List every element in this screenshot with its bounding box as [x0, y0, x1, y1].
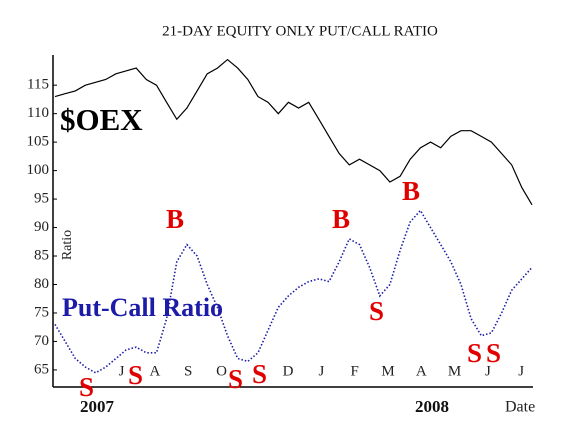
y-tick-label: 65 [34, 361, 49, 377]
x-tick-label: J [318, 363, 324, 379]
year-label: 2007 [80, 397, 115, 416]
sell-signal: S [486, 338, 501, 368]
x-tick-label: J [119, 363, 125, 379]
x-tick-label: M [381, 363, 394, 379]
year-label: 2008 [415, 397, 449, 416]
chart-title: 21-DAY EQUITY ONLY PUT/CALL RATIO [162, 23, 438, 39]
y-tick-label: 95 [34, 191, 49, 207]
x-axis-label: Date [505, 399, 535, 416]
annotations: S S B S S B S B S S [79, 176, 501, 402]
sell-signal: S [128, 360, 143, 390]
buy-signal: B [166, 204, 184, 234]
buy-signal: B [332, 204, 350, 234]
x-tick-label: A [416, 363, 427, 379]
sell-signal: S [252, 359, 267, 389]
y-tick-label: 90 [34, 219, 49, 235]
y-tick-label: 115 [27, 77, 49, 93]
buy-signal: B [402, 176, 420, 206]
y-tick-label: 70 [34, 333, 49, 349]
y-tick-label: 100 [27, 162, 50, 178]
x-tick-label: J [518, 363, 524, 379]
y-tick-label: 105 [27, 134, 50, 150]
x-tick-label: S [184, 363, 192, 379]
x-tick-label: F [351, 363, 359, 379]
x-tick-label: A [149, 363, 160, 379]
y-tick-label: 75 [34, 304, 49, 320]
y-tick-label: 85 [34, 247, 49, 263]
y-tick-label: 110 [27, 105, 49, 121]
x-tick-label: D [283, 363, 294, 379]
sell-signal: S [228, 364, 243, 394]
y-axis-label: Ratio [60, 230, 75, 260]
sell-signal: S [79, 372, 94, 402]
x-tick-label: M [448, 363, 461, 379]
series-label: Put-Call Ratio [62, 293, 223, 322]
x-tick-label: J [485, 363, 491, 379]
series-label: $OEX [60, 102, 143, 137]
series-line [54, 58, 533, 206]
y-tick-label: 80 [34, 276, 49, 292]
sell-signal: S [467, 338, 482, 368]
series-line [54, 209, 533, 374]
sell-signal: S [369, 296, 384, 326]
x-tick-label: O [216, 363, 227, 379]
